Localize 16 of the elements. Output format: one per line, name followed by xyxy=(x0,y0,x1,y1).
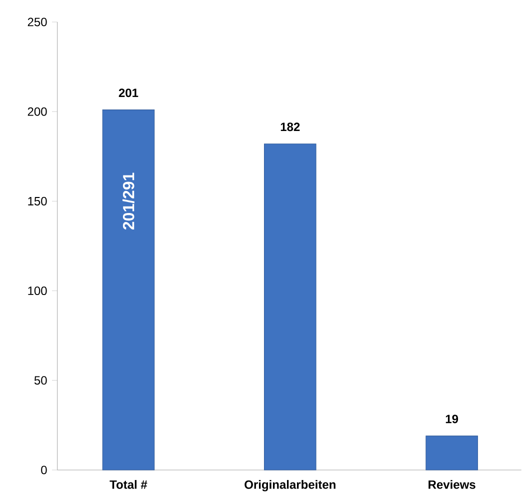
y-tick-label: 100 xyxy=(28,286,47,296)
data-label: 201 xyxy=(118,88,138,98)
x-tick-label: Total # xyxy=(110,480,148,489)
y-tick-label: 0 xyxy=(41,466,47,474)
y-tick-label: 50 xyxy=(34,376,47,385)
y-tick-label: 200 xyxy=(28,107,47,116)
data-label: 182 xyxy=(280,122,300,132)
bar xyxy=(102,110,155,470)
x-tick-label: Reviews xyxy=(428,480,476,489)
bar xyxy=(426,436,478,470)
bar xyxy=(264,144,316,470)
annotation: 201/291 xyxy=(122,172,134,230)
x-tick-label: Originalarbeiten xyxy=(244,480,336,492)
y-tick-label: 250 xyxy=(28,18,47,26)
y-tick-label: 150 xyxy=(28,196,47,206)
data-label: 19 xyxy=(446,414,458,424)
